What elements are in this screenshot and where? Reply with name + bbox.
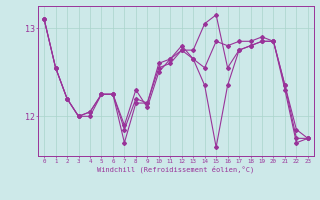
X-axis label: Windchill (Refroidissement éolien,°C): Windchill (Refroidissement éolien,°C) <box>97 166 255 173</box>
